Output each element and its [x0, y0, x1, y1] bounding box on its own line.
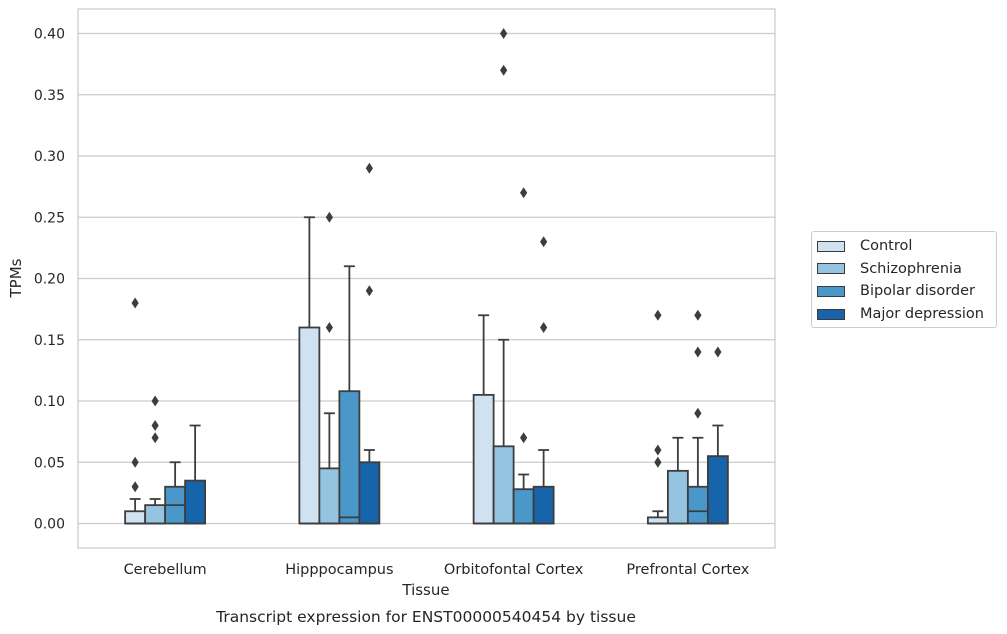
outlier-point — [714, 346, 722, 358]
box — [358, 461, 381, 525]
box-group — [512, 187, 535, 525]
y-tick-label: 0.25 — [34, 210, 65, 226]
outlier-point — [694, 309, 702, 321]
outlier-point — [365, 285, 373, 297]
box-group — [338, 265, 361, 525]
x-tick-label: Orbitofontal Cortex — [444, 562, 584, 578]
outlier-point — [325, 211, 333, 223]
legend: Control Schizophrenia Bipolar disorder M… — [811, 231, 997, 329]
outlier-point — [694, 407, 702, 419]
y-tick-label: 0.40 — [34, 27, 65, 43]
box — [144, 504, 167, 525]
y-tick-label: 0.05 — [34, 455, 65, 471]
outlier-point — [654, 456, 662, 468]
y-axis-label: TPMs — [7, 258, 25, 298]
box — [184, 479, 207, 525]
box-group — [532, 236, 555, 525]
chart-caption: Transcript expression for ENST0000054045… — [215, 608, 636, 626]
outlier-point — [520, 432, 528, 444]
legend-swatch-bipolar-disorder — [817, 285, 845, 297]
outlier-point — [654, 444, 662, 456]
box — [666, 469, 689, 525]
box — [298, 326, 321, 525]
y-tick-label: 0.00 — [34, 517, 65, 533]
outlier-point — [131, 481, 139, 493]
y-tick-label: 0.20 — [34, 272, 65, 288]
outlier-point — [325, 322, 333, 333]
box-group — [666, 436, 689, 525]
x-tick-labels: Cerebellum Hipppocampus Orbitofontal Corte… — [124, 562, 750, 578]
box — [318, 467, 341, 525]
box — [532, 485, 555, 525]
outlier-point — [654, 309, 662, 321]
box-group — [646, 309, 669, 525]
y-tick-label: 0.10 — [34, 394, 65, 410]
box — [512, 488, 535, 525]
box-group — [164, 461, 187, 525]
legend-swatch-schizophrenia — [817, 263, 845, 275]
box-group — [184, 424, 207, 525]
box — [646, 516, 669, 525]
boxes — [124, 28, 729, 525]
outlier-point — [540, 236, 548, 248]
outlier-point — [151, 395, 159, 407]
box-group — [124, 297, 147, 525]
plot-frame — [77, 8, 776, 549]
y-tick-label: 0.35 — [34, 88, 65, 104]
outlier-point — [131, 297, 139, 309]
box-group — [144, 395, 167, 525]
x-tick-label: Prefrontal Cortex — [626, 562, 749, 578]
y-tick-labels: 0.00 0.05 0.10 0.15 0.20 0.25 0.30 0.35 0.40 — [34, 27, 65, 533]
outlier-point — [500, 28, 508, 39]
outlier-point — [694, 346, 702, 358]
legend-item-control: Control — [812, 235, 996, 258]
x-tick-label: Hipppocampus — [285, 562, 393, 578]
outlier-point — [151, 420, 159, 431]
box-group — [472, 314, 495, 525]
gridlines — [78, 32, 775, 525]
outlier-point — [520, 187, 528, 199]
x-axis-label: Tissue — [401, 581, 449, 599]
box — [706, 455, 729, 525]
x-tick-label: Cerebellum — [124, 562, 207, 578]
legend-item-schizophrenia: Schizophrenia — [812, 258, 996, 281]
legend-swatch-major-depression — [817, 308, 845, 320]
legend-item-bipolar-disorder: Bipolar disorder — [812, 280, 996, 303]
outlier-point — [540, 322, 548, 333]
outlier-point — [131, 456, 139, 468]
y-tick-label: 0.30 — [34, 149, 65, 165]
box-group — [686, 309, 709, 525]
legend-label-control: Control — [860, 238, 913, 255]
legend-label-bipolar-disorder: Bipolar disorder — [860, 283, 975, 300]
box-group — [298, 216, 321, 525]
legend-label-major-depression: Major depression — [860, 306, 984, 323]
outlier-point — [151, 432, 159, 444]
y-tick-label: 0.15 — [34, 333, 65, 349]
box — [686, 485, 709, 525]
box-group — [318, 211, 341, 525]
legend-label-schizophrenia: Schizophrenia — [860, 260, 962, 277]
legend-item-major-depression: Major depression — [812, 303, 996, 326]
legend-swatch-control — [817, 240, 845, 252]
box — [338, 390, 361, 525]
box — [472, 393, 495, 525]
box — [124, 510, 147, 525]
outlier-point — [500, 64, 508, 76]
box — [492, 445, 515, 525]
box-group — [492, 28, 515, 525]
box-group — [706, 346, 729, 525]
outlier-point — [365, 162, 373, 174]
box-group — [358, 162, 381, 525]
